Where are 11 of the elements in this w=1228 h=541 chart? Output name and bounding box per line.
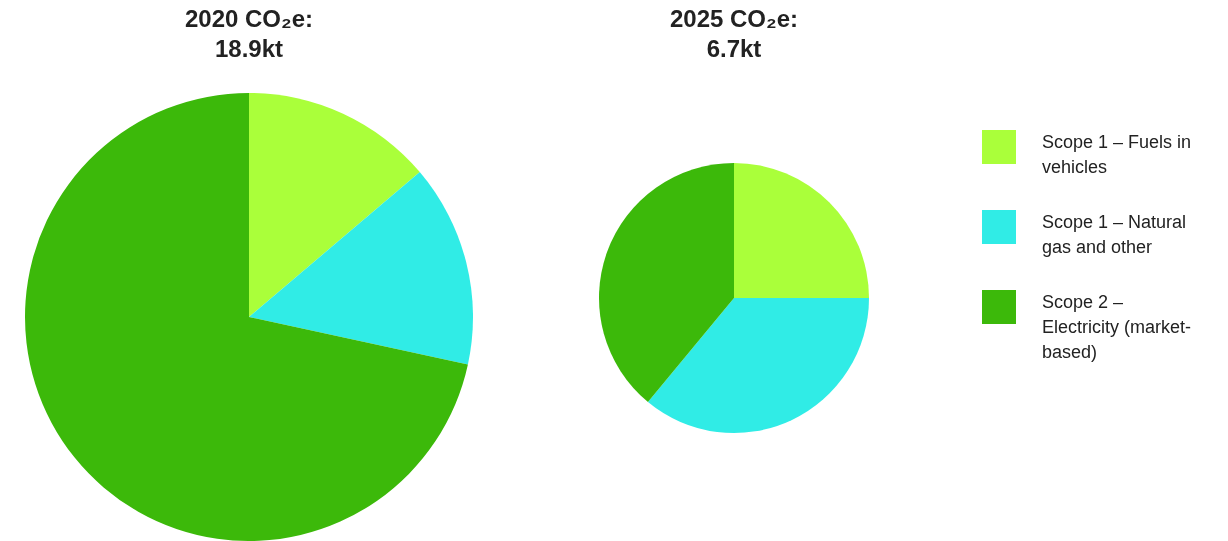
pie-slice bbox=[249, 172, 473, 365]
legend-label: Scope 1 – Fuels in vehicles bbox=[1042, 131, 1193, 179]
chart-title: 2020 CO₂e: 18.9kt bbox=[183, 4, 315, 64]
pie-slice bbox=[599, 163, 734, 403]
legend-label: Scope 2 – Electricity (market-based) bbox=[1042, 291, 1192, 364]
chart-title: 2025 CO₂e: 6.7kt bbox=[668, 4, 800, 64]
pie-slice bbox=[249, 93, 420, 317]
pie-slice bbox=[647, 298, 869, 433]
pie-slice bbox=[734, 163, 869, 298]
legend-label: Scope 1 – Natural gas and other bbox=[1042, 211, 1188, 259]
pie-slice bbox=[25, 93, 468, 541]
